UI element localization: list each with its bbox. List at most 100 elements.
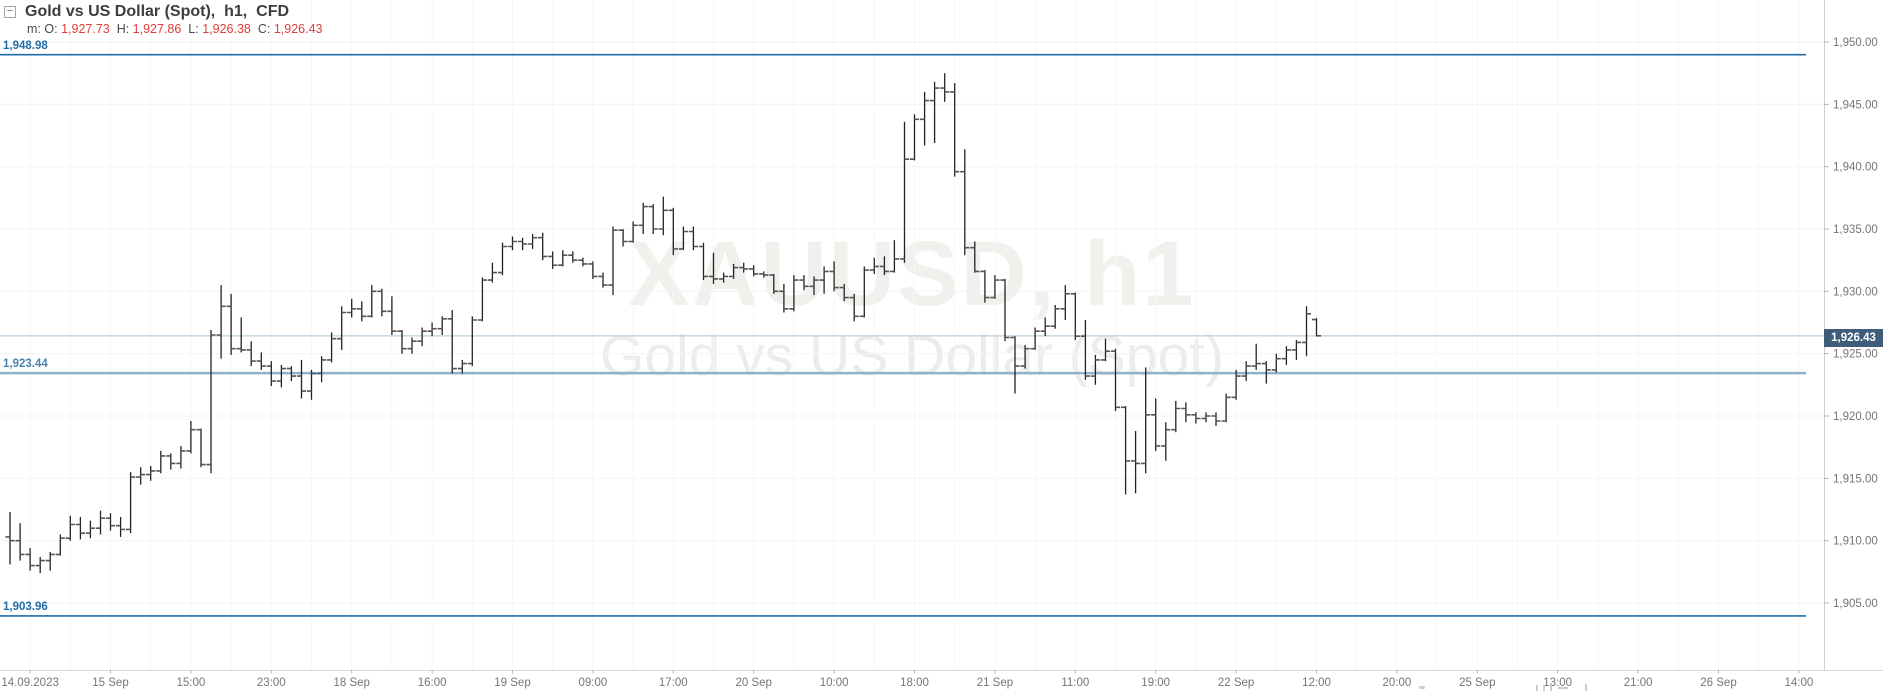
- time-tick-label: 15:00: [177, 677, 206, 689]
- ohlc-bar: [85, 520, 95, 539]
- high-value: 1,927.86: [132, 22, 182, 36]
- ohlc-bar: [729, 263, 739, 279]
- time-tick-label: 14:00: [1785, 677, 1814, 689]
- ohlc-bar: [1171, 401, 1181, 433]
- ohlc-bar: [266, 361, 276, 387]
- ohlc-bar: [759, 271, 769, 278]
- ohlc-bar: [528, 234, 538, 249]
- ohlc-bar: [990, 275, 1000, 299]
- ohlc-bar: [688, 226, 698, 251]
- ohlc-bar: [437, 316, 447, 335]
- time-tick-label: 10:00: [820, 677, 849, 689]
- ohlc-bar: [75, 517, 85, 540]
- ohlc-bar: [1291, 340, 1301, 360]
- ohlc-bar: [1301, 306, 1311, 357]
- ohlc-bar: [638, 202, 648, 234]
- time-tick-label: 09:00: [579, 677, 608, 689]
- ohlc-bar: [809, 276, 819, 296]
- ohlc-readout: m: O: 1,927.73 H: 1,927.86 L: 1,926.38 C…: [27, 22, 323, 36]
- ohlc-bar: [116, 517, 126, 537]
- ohlc-bar: [15, 523, 25, 561]
- ohlc-bar: [879, 256, 889, 276]
- grid-vertical: [29, 0, 1800, 670]
- time-tick-label: 16:00: [418, 677, 447, 689]
- ohlc-bar: [648, 204, 658, 234]
- ohlc-bar: [5, 512, 15, 565]
- ohlc-bar: [1281, 346, 1291, 365]
- ohlc-bar: [708, 252, 719, 284]
- ohlc-bar: [1080, 320, 1090, 380]
- price-tick-label: 1,905.00: [1833, 598, 1878, 610]
- ohlc-bar: [719, 272, 729, 283]
- ohlc-bar: [869, 257, 879, 274]
- ohlc-bar: [839, 283, 849, 302]
- ohlc-bar: [558, 250, 568, 267]
- ohlc-bar: [1000, 278, 1010, 342]
- ohlc-bar: [497, 242, 508, 276]
- ohlc-bar: [930, 81, 940, 143]
- ohlc-bar: [950, 83, 960, 177]
- ohlc-bar: [678, 226, 688, 251]
- open-label: O:: [44, 22, 58, 36]
- ohlc-bar: [467, 316, 477, 367]
- ohlc-bar: [357, 301, 367, 322]
- ohlc-bar: [568, 251, 578, 263]
- ohlc-bar: [1050, 305, 1060, 329]
- ohlc-series: [5, 73, 1322, 574]
- ohlc-bar: [347, 298, 357, 318]
- time-tick-label: 20 Sep: [735, 677, 771, 689]
- ohlc-bar: [1010, 336, 1020, 394]
- ohlc-bar: [136, 467, 146, 485]
- ohlc-bar: [769, 273, 779, 294]
- ohlc-bar: [276, 364, 286, 388]
- chart-title: Gold vs US Dollar (Spot), h1, CFD: [25, 3, 290, 20]
- ohlc-bar: [578, 257, 588, 267]
- low-value: 1,926.38: [202, 22, 251, 36]
- ohlc-bar: [920, 91, 930, 146]
- ohlc-bar: [226, 293, 236, 355]
- ohlc-bar: [397, 330, 407, 354]
- time-axis[interactable]: 14.09.2023 15 Sep 15:00 23:00 18 Sep 16:00 19 …: [1, 670, 1813, 689]
- ohlc-bar: [548, 251, 558, 269]
- ohlc-bar: [166, 453, 176, 470]
- ohlc-bar: [1141, 367, 1151, 474]
- ohlc-bar: [126, 472, 136, 534]
- time-tick-label: 21:00: [1624, 677, 1653, 689]
- time-tick-label: 18 Sep: [333, 677, 369, 689]
- open-value: 1,927.73: [61, 22, 110, 36]
- time-tick-label: 19:00: [1141, 677, 1170, 689]
- time-tick-label: 22 Sep: [1218, 677, 1254, 689]
- ohlc-bar: [970, 241, 980, 273]
- low-label: L:: [188, 22, 199, 36]
- ohlc-bar: [1090, 354, 1100, 385]
- price-tick-label: 1,910.00: [1833, 536, 1878, 548]
- ohlc-bar: [1070, 292, 1080, 340]
- price-axis[interactable]: 1,950.00 1,945.00 1,940.00 1,935.00 1,930.00…: [1824, 37, 1878, 610]
- time-tick-label: 11:00: [1061, 677, 1089, 689]
- ohlc-bar: [146, 465, 156, 481]
- collapse-icon[interactable]: −: [4, 6, 16, 18]
- ohlc-bar: [1161, 422, 1171, 461]
- ohlc-bar: [427, 322, 437, 337]
- ohlc-bar: [1181, 402, 1191, 423]
- ohlc-bar: [899, 121, 910, 263]
- ohlc-bar: [588, 261, 598, 279]
- ohlc-bar: [256, 352, 266, 370]
- ohlc-bar: [1251, 343, 1261, 370]
- ohlc-bar: [105, 513, 116, 531]
- price-tick-label: 1,945.00: [1833, 99, 1878, 111]
- ohlc-bar: [628, 221, 638, 243]
- ohlc-bar: [367, 285, 377, 318]
- ohlc-bar: [668, 207, 678, 256]
- grid-horizontal: [0, 41, 1824, 604]
- ohlc-bar: [1211, 412, 1221, 426]
- ohlc-bar: [477, 277, 487, 322]
- ohlc-bar: [618, 229, 628, 247]
- ohlc-bar: [35, 556, 45, 574]
- ohlc-bar: [55, 534, 65, 556]
- time-tick-label: 12:00: [1302, 677, 1331, 689]
- ohlc-bar: [387, 296, 397, 335]
- ohlc-bar: [749, 265, 759, 277]
- time-tick-label: 15 Sep: [92, 677, 128, 689]
